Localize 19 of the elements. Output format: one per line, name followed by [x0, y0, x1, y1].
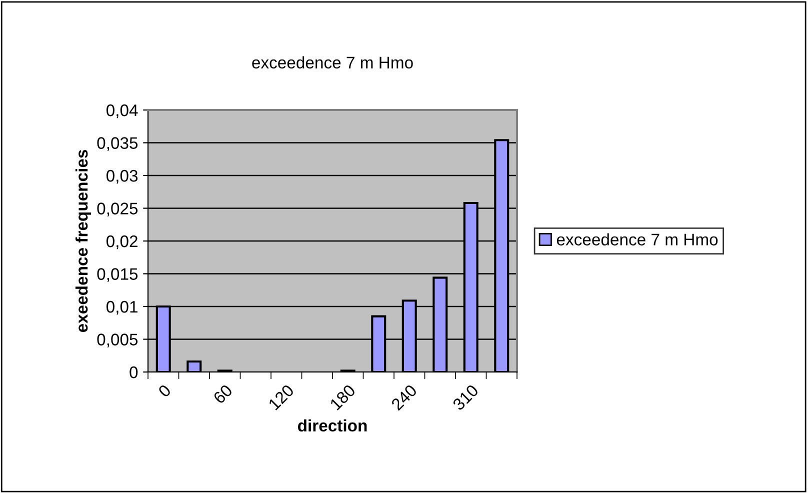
y-tick-label: 0 [130, 366, 138, 378]
x-tick-label: 310 [452, 384, 480, 411]
y-tick-label: 0,04 [106, 104, 138, 118]
x-tick-label: 240 [390, 384, 418, 411]
x-tick-label: 120 [268, 384, 295, 411]
legend-label: exceedence 7 m Hmo [556, 233, 718, 246]
y-tick-label: 0,005 [97, 334, 138, 348]
y-tick-label: 0,025 [97, 202, 138, 216]
y-tick-label: 0,03 [106, 170, 138, 184]
y-tick-label: 0,01 [106, 300, 138, 315]
x-tick-label: 60 [212, 384, 234, 404]
y-tick-label: 0,035 [97, 137, 138, 151]
chart-title: exceedence 7 m Hmo [252, 56, 413, 68]
x-tick-label: 180 [329, 384, 356, 411]
y-tick-label: 0,015 [97, 268, 138, 282]
y-axis-title: exeedence frequencies [75, 150, 92, 332]
x-tick-label: 0 [158, 384, 172, 398]
y-tick-label: 0,02 [106, 235, 138, 250]
x-axis-title: direction [298, 419, 367, 432]
